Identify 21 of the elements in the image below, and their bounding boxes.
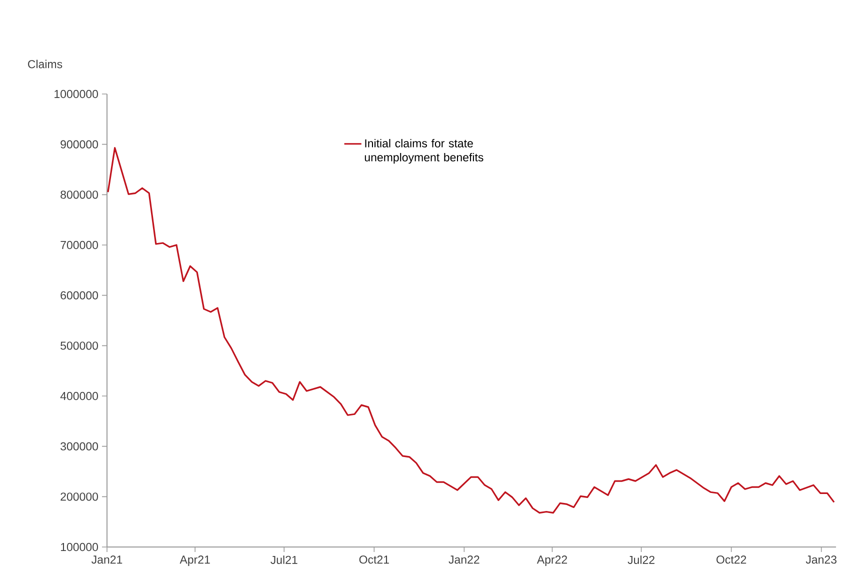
x-tick-label: Jul21	[270, 556, 298, 564]
y-tick-label: 100000	[60, 542, 98, 552]
y-axis-title: Claims	[28, 60, 62, 68]
legend-label: Initial claims for state unemployment benefits	[364, 138, 484, 164]
y-tick-label: 200000	[60, 492, 98, 501]
y-tick-label: 600000	[60, 291, 98, 300]
y-tick-label: 300000	[60, 442, 98, 450]
y-tick-label: 500000	[60, 342, 98, 350]
x-tick-label: Jul22	[628, 556, 654, 564]
y-tick-label: 1000000	[54, 90, 98, 98]
x-tick-label: Oct22	[716, 556, 746, 564]
x-tick-label: Jan23	[806, 556, 836, 564]
x-tick-label: Apr21	[180, 556, 210, 566]
y-tick-label: 900000	[60, 140, 98, 148]
y-tick-label: 800000	[60, 190, 98, 199]
x-tick-label: Jan21	[92, 556, 122, 564]
x-tick-label: Jan22	[448, 556, 480, 564]
y-tick-label: 400000	[60, 392, 98, 400]
x-tick-label: Oct21	[359, 556, 389, 564]
x-tick-label: Apr22	[536, 556, 567, 566]
y-tick-label: 700000	[60, 240, 98, 250]
